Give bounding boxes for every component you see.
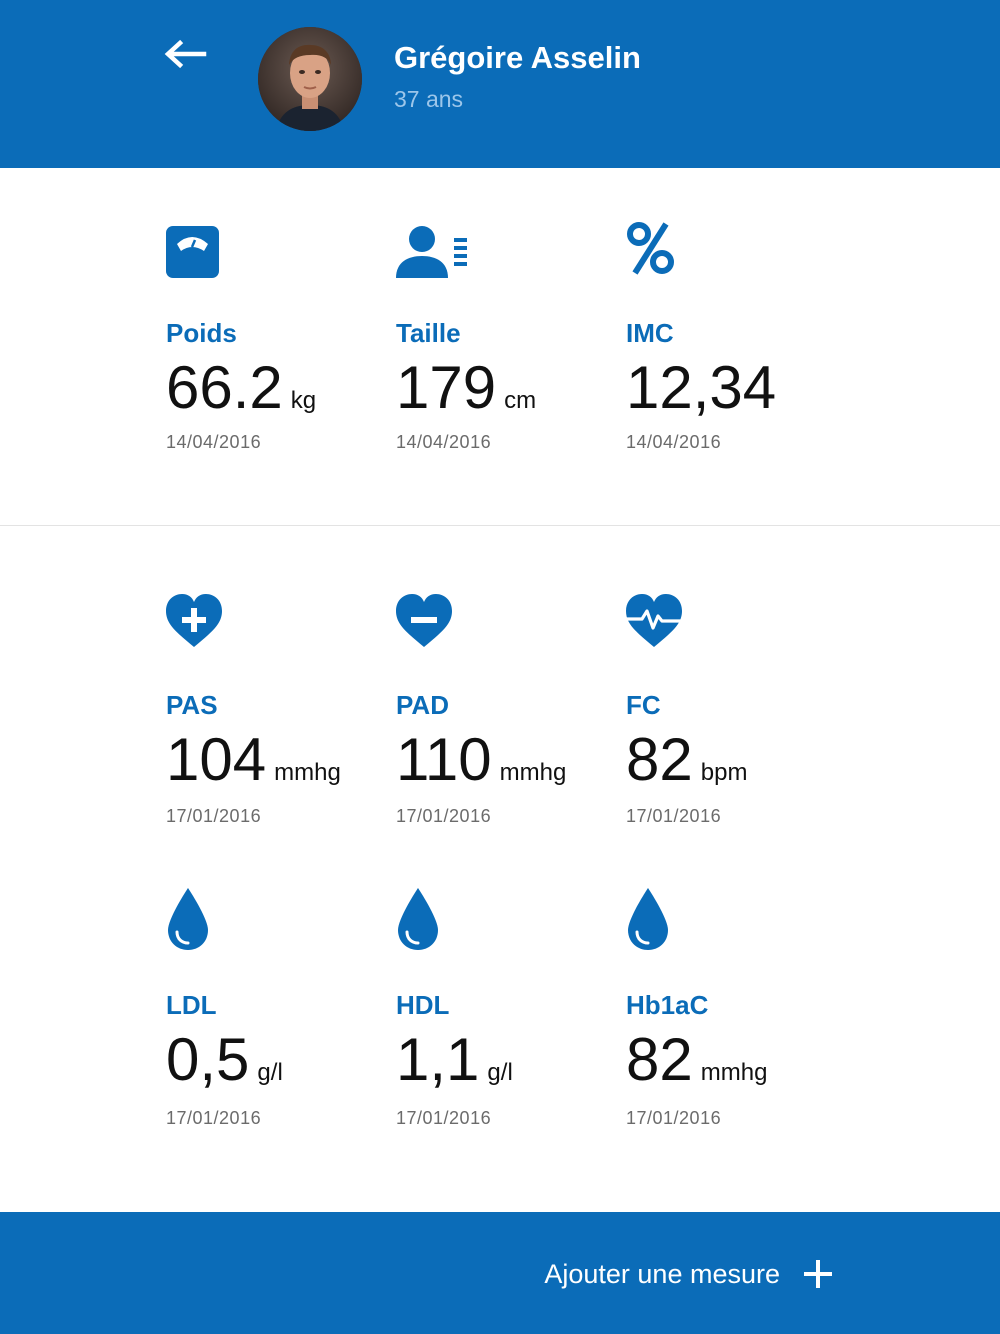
metric-poids[interactable]: Poids 66.2 kg 14/04/2016 [166, 226, 381, 476]
metric-value: 82 [626, 1026, 693, 1093]
section-divider [0, 525, 1000, 526]
metric-value-row: 66.2 kg [166, 358, 316, 418]
metric-label: PAS [166, 690, 218, 720]
metric-label: HDL [396, 990, 450, 1020]
drop-icon [168, 888, 208, 950]
metric-date: 17/01/2016 [396, 806, 492, 826]
heart-minus-icon [396, 594, 452, 647]
metric-pas[interactable]: PAS 104 mmhg 17/01/2016 [166, 594, 381, 844]
metric-value: 110 [396, 726, 492, 793]
metric-value: 179 [396, 354, 497, 421]
plus-icon [804, 1260, 832, 1288]
metric-value: 12,34 [626, 354, 777, 421]
metric-fc[interactable]: FC 82 bpm 17/01/2016 [626, 594, 841, 844]
metric-unit: kg [290, 387, 317, 414]
metric-date: 14/04/2016 [166, 432, 262, 452]
scale-icon [166, 226, 219, 278]
metric-date: 17/01/2016 [166, 806, 262, 826]
metric-value-row: 0,5 g/l [166, 1030, 283, 1090]
metric-label: PAD [396, 690, 449, 720]
metric-unit: cm [504, 387, 537, 414]
metric-pad[interactable]: PAD 110 mmhg 17/01/2016 [396, 594, 611, 844]
user-age: 37 ans [394, 86, 464, 112]
metric-date: 17/01/2016 [166, 1108, 262, 1128]
add-measure-button[interactable]: Ajouter une mesure [544, 1252, 832, 1296]
avatar[interactable] [258, 27, 362, 131]
metric-unit: mmhg [700, 1059, 768, 1086]
metric-label: IMC [626, 318, 674, 348]
metric-date: 17/01/2016 [396, 1108, 492, 1128]
metric-unit: mmhg [499, 759, 567, 786]
metric-date: 14/04/2016 [626, 432, 722, 452]
metric-value-row: 110 mmhg [396, 730, 566, 790]
metric-label: FC [626, 690, 661, 720]
arrow-left-icon [164, 39, 207, 69]
metric-label: Hb1aC [626, 990, 709, 1020]
metric-value: 82 [626, 726, 693, 793]
avatar-photo [258, 27, 362, 131]
header-bar: Grégoire Asselin 37 ans [0, 0, 1000, 168]
metric-unit: g/l [257, 1059, 283, 1086]
person-height-icon [396, 226, 467, 278]
heart-pulse-icon [626, 594, 682, 647]
metric-hb1ac[interactable]: Hb1aC 82 mmhg 17/01/2016 [626, 888, 841, 1138]
user-name: Grégoire Asselin [394, 40, 641, 75]
metric-value: 66.2 [166, 354, 283, 421]
metric-label: Taille [396, 318, 461, 348]
drop-icon [628, 888, 668, 950]
metric-hdl[interactable]: HDL 1,1 g/l 17/01/2016 [396, 888, 611, 1138]
drop-icon [398, 888, 438, 950]
metric-date: 17/01/2016 [626, 1108, 722, 1128]
metric-unit: g/l [487, 1059, 513, 1086]
metric-value-row: 1,1 g/l [396, 1030, 513, 1090]
metric-unit: mmhg [274, 759, 341, 786]
metric-value: 0,5 [166, 1026, 250, 1093]
heart-plus-icon [166, 594, 222, 647]
metric-value-row: 179 cm [396, 358, 536, 418]
add-measure-label: Ajouter une mesure [544, 1258, 780, 1289]
metric-value-row: 82 bpm [626, 730, 747, 790]
metric-value-row: 104 mmhg [166, 730, 341, 790]
footer-bar: Ajouter une mesure [0, 1212, 1000, 1334]
metric-date: 17/01/2016 [626, 806, 722, 826]
metric-label: LDL [166, 990, 217, 1020]
metric-taille[interactable]: Taille 179 cm 14/04/2016 [396, 226, 611, 476]
metric-value: 1,1 [396, 1026, 480, 1093]
metric-date: 14/04/2016 [396, 432, 492, 452]
metric-label: Poids [166, 318, 237, 348]
metric-value: 104 [166, 726, 267, 793]
metric-imc[interactable]: IMC 12,34 14/04/2016 [626, 220, 841, 470]
back-button[interactable] [160, 36, 210, 72]
metric-ldl[interactable]: LDL 0,5 g/l 17/01/2016 [166, 888, 381, 1138]
percent-icon [627, 222, 674, 275]
metric-value-row: 82 mmhg [626, 1030, 767, 1090]
metric-value-row: 12,34 [626, 358, 784, 418]
metric-unit: bpm [700, 759, 748, 786]
